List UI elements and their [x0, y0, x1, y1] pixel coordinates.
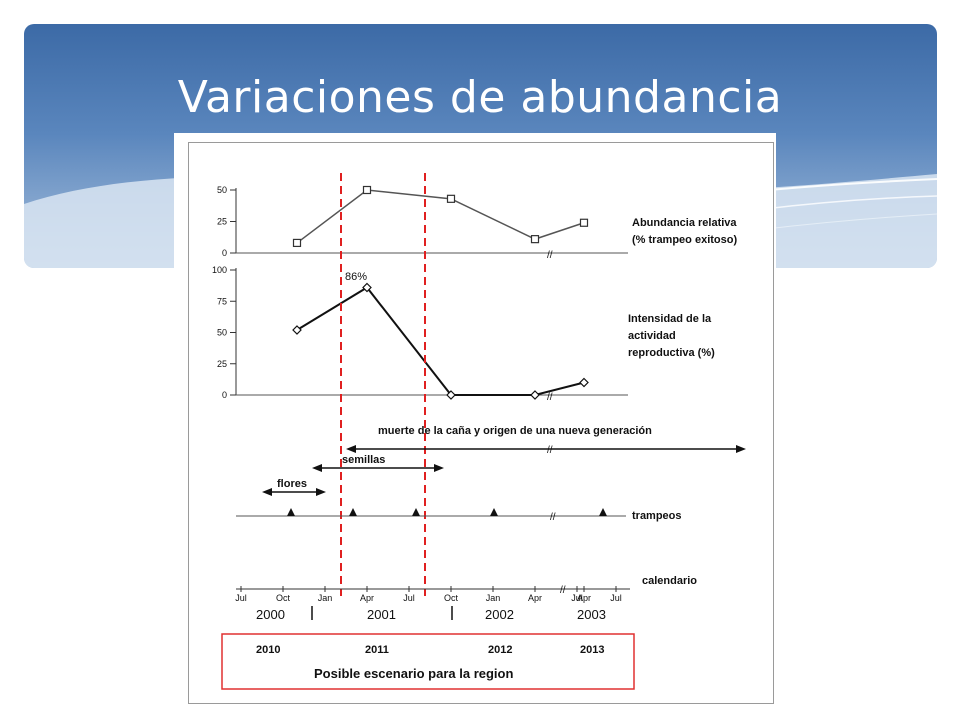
flores-label: flores: [277, 478, 307, 490]
slide-title: Variaciones de abundancia: [177, 72, 783, 123]
month-label: Jul: [235, 593, 247, 603]
scenario-year-2011: 2011: [365, 644, 389, 656]
scenario-box: [221, 633, 635, 690]
y-tick-label: 100: [212, 265, 227, 275]
month-label: Oct: [276, 593, 291, 603]
month-label: Apr: [577, 593, 591, 603]
reproduction-label-line2: actividad: [628, 330, 676, 342]
y-tick-label: 0: [222, 248, 227, 258]
calendar-axis: //: [236, 585, 630, 596]
flores-arrow: [262, 488, 326, 496]
abundance-panel: 0 25 50 Abundancia relativa (% trampeo exi…: [217, 185, 737, 261]
svg-text://: //: [547, 445, 553, 456]
data-point-square: [362, 185, 372, 195]
data-point-square: [530, 235, 540, 244]
abundance-label-line2: (% trampeo exitoso): [632, 234, 737, 246]
scenario-caption: Posible escenario para la region: [314, 666, 513, 681]
y-tick-label: 25: [217, 217, 227, 227]
reproduction-y-ticks: 0 25 50 75 100: [212, 265, 236, 400]
month-label: Jul: [403, 593, 415, 603]
muerte-label: muerte de la caña y origen de una nueva …: [378, 425, 652, 437]
reproduction-series: [292, 282, 589, 400]
data-point-square: [292, 238, 302, 248]
reproduction-panel: 0 25 50 75 100 86% Intensidad de la activida…: [212, 265, 715, 403]
abundance-y-ticks: 0 25 50: [217, 185, 236, 258]
abundance-label-line1: Abundancia relativa: [632, 217, 737, 229]
month-label: Oct: [444, 593, 459, 603]
data-point-diamond: [292, 325, 302, 335]
semillas-arrow: [312, 464, 444, 472]
svg-text://: //: [550, 512, 556, 523]
semillas-label: semillas: [342, 454, 385, 466]
reproduction-label-line3: reproductiva (%): [628, 347, 715, 359]
y-tick-label: 25: [217, 359, 227, 369]
calendario-label: calendario: [642, 575, 697, 587]
data-point-diamond: [530, 390, 540, 400]
month-label: Jan: [318, 593, 333, 603]
year-2001: 2001: [367, 607, 396, 622]
y-tick-label: 75: [217, 296, 227, 306]
trampeos-line: //: [236, 508, 626, 523]
month-label: Jul: [610, 593, 622, 603]
reproduction-label-line1: Intensidad de la: [628, 313, 712, 325]
peak-annotation: 86%: [345, 271, 367, 283]
data-point-square: [579, 218, 589, 227]
axis-break-mark: //: [547, 392, 553, 403]
month-label: Apr: [528, 593, 542, 603]
y-tick-label: 50: [217, 328, 227, 338]
year-2003: 2003: [577, 607, 606, 622]
figure-frame: [188, 142, 774, 704]
month-label: Jan: [486, 593, 501, 603]
data-point-diamond: [446, 390, 456, 400]
axis-break-mark: //: [547, 250, 553, 261]
y-tick-label: 0: [222, 390, 227, 400]
data-point-diamond: [362, 282, 372, 293]
trampeos-label: trampeos: [632, 510, 682, 522]
year-2000: 2000: [256, 607, 285, 622]
year-2002: 2002: [485, 607, 514, 622]
scenario-year-2010: 2010: [256, 644, 280, 656]
scenario-year-2012: 2012: [488, 644, 512, 656]
month-label: Jul: [571, 593, 583, 603]
abundance-series: [292, 185, 589, 248]
scenario-year-2013: 2013: [580, 644, 604, 656]
data-point-square: [446, 194, 456, 203]
month-label: Apr: [360, 593, 374, 603]
data-point-diamond: [579, 377, 589, 388]
muerte-arrow: //: [346, 445, 746, 456]
y-tick-label: 50: [217, 185, 227, 195]
svg-text://: //: [560, 585, 566, 596]
